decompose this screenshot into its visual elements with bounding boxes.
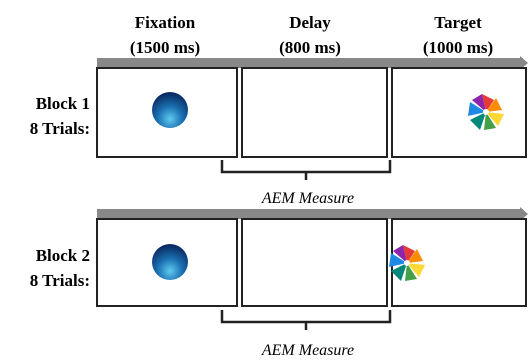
brace — [222, 310, 390, 330]
column-duration: (800 ms) — [279, 38, 341, 57]
target-screen — [392, 68, 526, 157]
block: Block 1 8 Trials: AEM Measure — [30, 56, 528, 207]
column-title: Target — [434, 13, 482, 32]
diagram: Fixation (1500 ms) Delay (800 ms) Target… — [0, 0, 528, 360]
target-screen — [392, 219, 526, 306]
fixation-ball — [152, 92, 188, 128]
column-duration: (1500 ms) — [130, 38, 200, 57]
delay-screen — [242, 219, 387, 306]
block-trials: 8 Trials: — [30, 119, 90, 138]
block-trials: 8 Trials: — [30, 271, 90, 290]
measure-label: AEM Measure — [261, 342, 354, 359]
column-duration: (1000 ms) — [423, 38, 493, 57]
timeline-bar — [97, 58, 523, 68]
column-title: Fixation — [135, 13, 196, 32]
block-label: Block 1 — [36, 94, 90, 113]
block-label: Block 2 — [36, 246, 90, 265]
delay-screen — [242, 68, 387, 157]
block: Block 2 8 Trials: AEM Measure — [30, 207, 528, 359]
measure-label: AEM Measure — [261, 190, 354, 207]
timeline-bar — [97, 209, 523, 219]
brace — [222, 160, 390, 180]
fixation-ball — [152, 244, 188, 280]
column-title: Delay — [289, 13, 331, 32]
column-headers: Fixation (1500 ms) Delay (800 ms) Target… — [130, 13, 493, 57]
